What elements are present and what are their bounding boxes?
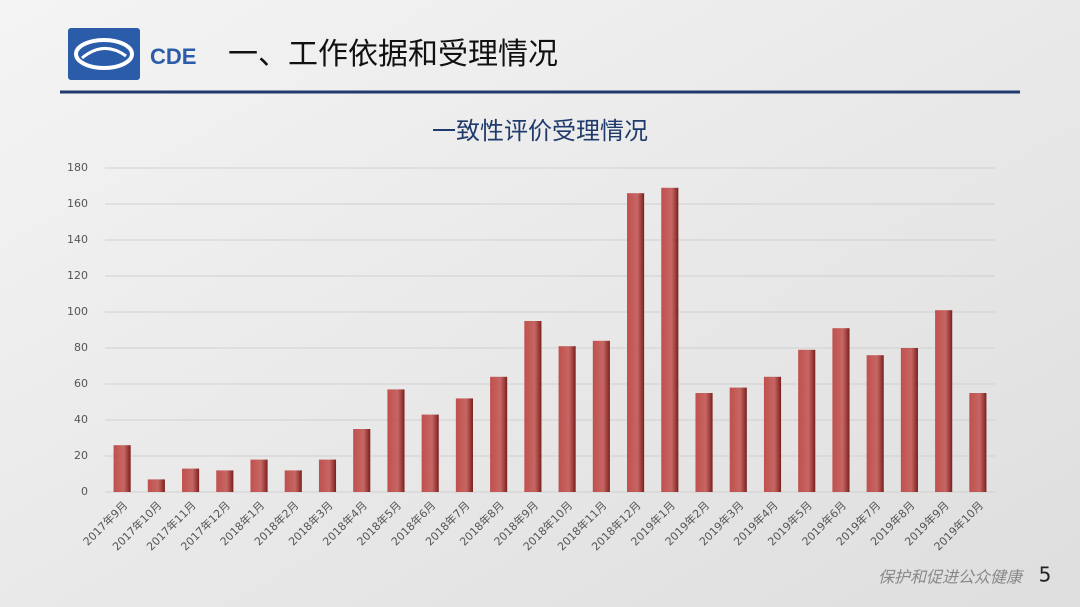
logo-text: CDE <box>150 44 196 69</box>
bar <box>627 193 645 492</box>
chart-title: 一致性评价受理情况 <box>432 117 648 145</box>
y-tick-label: 120 <box>67 269 88 282</box>
bar <box>387 389 405 492</box>
bar <box>661 187 679 493</box>
page-number: 5 <box>1039 563 1052 587</box>
bar <box>250 459 268 492</box>
bar <box>284 470 302 492</box>
y-tick-label: 40 <box>74 413 88 426</box>
bar <box>832 328 850 492</box>
bar <box>318 459 337 492</box>
bar <box>147 479 165 492</box>
bar <box>421 414 439 492</box>
y-tick-label: 80 <box>74 341 88 354</box>
logo <box>68 28 140 80</box>
bar <box>558 346 576 492</box>
slide-title: 一、工作依据和受理情况 <box>228 37 558 72</box>
bar <box>763 376 782 492</box>
bar <box>935 310 953 492</box>
bar <box>216 470 234 492</box>
bar <box>969 393 987 492</box>
bar <box>866 355 884 492</box>
bar <box>182 468 200 492</box>
bar <box>524 321 542 492</box>
bar <box>900 348 918 492</box>
bar <box>798 349 816 492</box>
y-tick-label: 180 <box>67 161 88 174</box>
y-tick-label: 140 <box>67 233 88 246</box>
bar <box>113 445 131 492</box>
bar <box>592 340 610 492</box>
bar <box>490 376 508 492</box>
y-tick-label: 160 <box>67 197 88 210</box>
bar <box>455 398 473 492</box>
y-tick-label: 60 <box>74 377 88 390</box>
bar <box>695 393 713 492</box>
bar <box>729 387 747 492</box>
y-tick-label: 20 <box>74 449 88 462</box>
footer-slogan: 保护和促进公众健康 <box>878 568 1025 587</box>
bar <box>353 429 371 492</box>
y-tick-label: 100 <box>67 305 88 318</box>
y-tick-label: 0 <box>81 485 88 498</box>
